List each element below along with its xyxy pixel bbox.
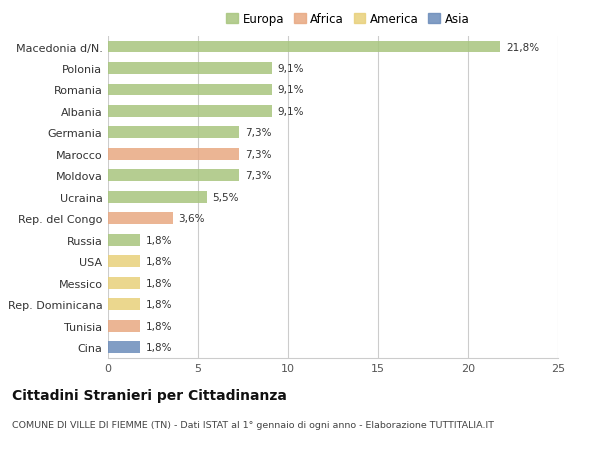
Text: 5,5%: 5,5%: [212, 192, 239, 202]
Text: 21,8%: 21,8%: [506, 42, 539, 52]
Text: 9,1%: 9,1%: [277, 64, 304, 74]
Text: Cittadini Stranieri per Cittadinanza: Cittadini Stranieri per Cittadinanza: [12, 388, 287, 402]
Bar: [108, 191, 207, 203]
Text: 1,8%: 1,8%: [146, 235, 172, 245]
Bar: [108, 256, 140, 268]
Text: 1,8%: 1,8%: [146, 299, 172, 309]
Bar: [108, 170, 239, 182]
Bar: [108, 84, 272, 96]
Bar: [108, 277, 140, 289]
Text: 3,6%: 3,6%: [178, 214, 205, 224]
Bar: [108, 320, 140, 332]
Text: 9,1%: 9,1%: [277, 106, 304, 117]
Legend: Europa, Africa, America, Asia: Europa, Africa, America, Asia: [224, 11, 472, 28]
Bar: [108, 41, 500, 53]
Text: 1,8%: 1,8%: [146, 342, 172, 353]
Bar: [108, 341, 140, 353]
Bar: [108, 298, 140, 310]
Bar: [108, 106, 272, 118]
Bar: [108, 149, 239, 160]
Text: 7,3%: 7,3%: [245, 150, 271, 160]
Text: 1,8%: 1,8%: [146, 321, 172, 331]
Bar: [108, 127, 239, 139]
Text: COMUNE DI VILLE DI FIEMME (TN) - Dati ISTAT al 1° gennaio di ogni anno - Elabora: COMUNE DI VILLE DI FIEMME (TN) - Dati IS…: [12, 420, 494, 429]
Text: 7,3%: 7,3%: [245, 128, 271, 138]
Text: 1,8%: 1,8%: [146, 257, 172, 267]
Bar: [108, 234, 140, 246]
Text: 9,1%: 9,1%: [277, 85, 304, 95]
Text: 1,8%: 1,8%: [146, 278, 172, 288]
Text: 7,3%: 7,3%: [245, 171, 271, 181]
Bar: [108, 63, 272, 75]
Bar: [108, 213, 173, 224]
